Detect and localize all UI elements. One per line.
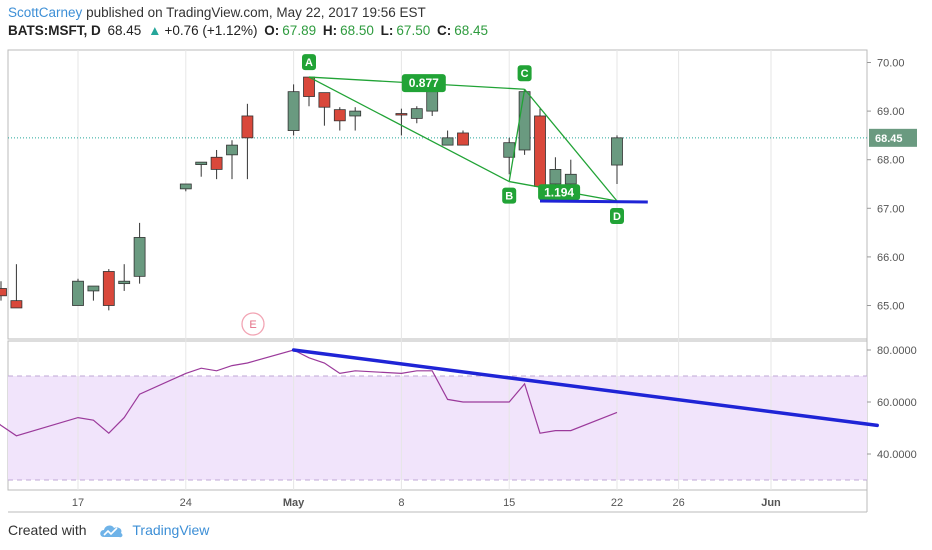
current-price-badge	[869, 128, 917, 147]
pattern-leg	[308, 76, 510, 183]
published-text: published on TradingView.com, May 22, 20…	[86, 5, 426, 20]
candle-body	[287, 91, 300, 131]
ratio-label: 0.877	[409, 76, 439, 90]
x-tick-label: 22	[611, 497, 623, 509]
price-ytick-label: 67.00	[877, 203, 905, 215]
earnings-marker-icon	[241, 312, 265, 336]
pattern-point-label: B	[505, 191, 513, 203]
candle-body	[87, 285, 100, 292]
high-label: H:	[322, 23, 338, 38]
candle-body	[349, 110, 362, 117]
pattern-point-label: D	[613, 211, 621, 223]
x-tick-label: May	[283, 497, 305, 509]
candle-body	[118, 280, 131, 285]
candle-body	[10, 300, 23, 309]
candle-body	[210, 156, 223, 170]
candle-body	[518, 91, 531, 151]
tradingview-cloud-icon[interactable]	[98, 523, 124, 539]
candle-body	[102, 271, 115, 306]
rsi-ytick-label: 40.0000	[877, 449, 917, 461]
pattern-leg	[524, 88, 618, 202]
candle-body	[133, 237, 146, 277]
candle-body	[72, 280, 84, 306]
pattern-point-badge	[302, 54, 316, 71]
symbol-label: BATS:MSFT, D	[8, 23, 101, 38]
ratio-badge	[538, 184, 581, 201]
rsi-series-line	[0, 349, 618, 437]
earnings-marker-label: E	[249, 319, 256, 331]
ratio-badge	[401, 74, 446, 93]
price-ytick-label: 69.00	[877, 106, 905, 118]
candle-body	[0, 288, 7, 297]
candle-body	[549, 169, 562, 185]
rsi-ytick-label: 80.0000	[877, 345, 917, 357]
x-tick-label: 15	[503, 497, 515, 509]
current-price-label: 68.45	[875, 133, 903, 145]
footer: Created with TradingView	[8, 522, 209, 539]
open-label: O:	[264, 23, 280, 38]
x-tick-label: 26	[672, 497, 684, 509]
candle-body	[179, 183, 192, 190]
created-with-text: Created with	[8, 522, 87, 538]
x-tick-label: 24	[180, 497, 192, 509]
low-label: L:	[380, 23, 394, 38]
pattern-point-badge	[502, 187, 517, 204]
candle-body	[534, 115, 546, 187]
candle-body	[226, 144, 238, 156]
pattern-point-label: A	[305, 57, 313, 69]
candle-body	[395, 113, 408, 116]
pattern-leg	[508, 89, 526, 182]
price-ytick-label: 66.00	[877, 252, 905, 264]
candle-body	[564, 173, 577, 185]
close-label: C:	[436, 23, 452, 38]
candle-body	[303, 76, 315, 97]
price-ytick-label: 68.00	[877, 155, 905, 167]
candle-body	[410, 108, 423, 119]
price-ytick-label: 65.00	[877, 301, 905, 313]
support-trendline	[539, 199, 648, 204]
rsi-ytick-label: 60.0000	[877, 397, 917, 409]
rsi-overbought-band	[8, 376, 867, 480]
candle-body	[457, 132, 469, 146]
high-value: 68.50	[340, 23, 374, 38]
pattern-point-badge	[610, 208, 624, 225]
last-price: 68.45	[107, 23, 142, 38]
up-arrow-icon: ▲	[148, 23, 162, 38]
ohlc-legend: BATS:MSFT, D 68.45 ▲ +0.76 (+1.12%) O: 67.…	[8, 23, 491, 38]
chart-publish-info: ScottCarney published on TradingView.com…	[8, 5, 426, 20]
rsi-divergence-trendline	[291, 348, 879, 428]
price-change: +0.76 (+1.12%)	[164, 23, 258, 38]
x-tick-label: 8	[398, 497, 404, 509]
x-tick-label: Jun	[761, 497, 781, 509]
candle-body	[611, 137, 623, 166]
close-value: 68.45	[454, 23, 489, 38]
price-ytick-label: 70.00	[877, 58, 905, 70]
pattern-point-badge	[517, 65, 532, 82]
candle-body	[441, 137, 454, 146]
author-link[interactable]: ScottCarney	[8, 5, 83, 20]
tradingview-brand-link[interactable]: TradingView	[132, 522, 210, 538]
low-value: 67.50	[396, 23, 431, 38]
candle-body	[318, 92, 331, 108]
pattern-point-label: C	[521, 68, 529, 80]
open-value: 67.89	[282, 23, 317, 38]
candle-body	[195, 161, 208, 165]
candle-body	[426, 91, 439, 112]
x-tick-label: 17	[72, 497, 84, 509]
ratio-label: 1.194	[544, 185, 574, 199]
candle-body	[333, 109, 346, 122]
candle-body	[241, 115, 254, 139]
